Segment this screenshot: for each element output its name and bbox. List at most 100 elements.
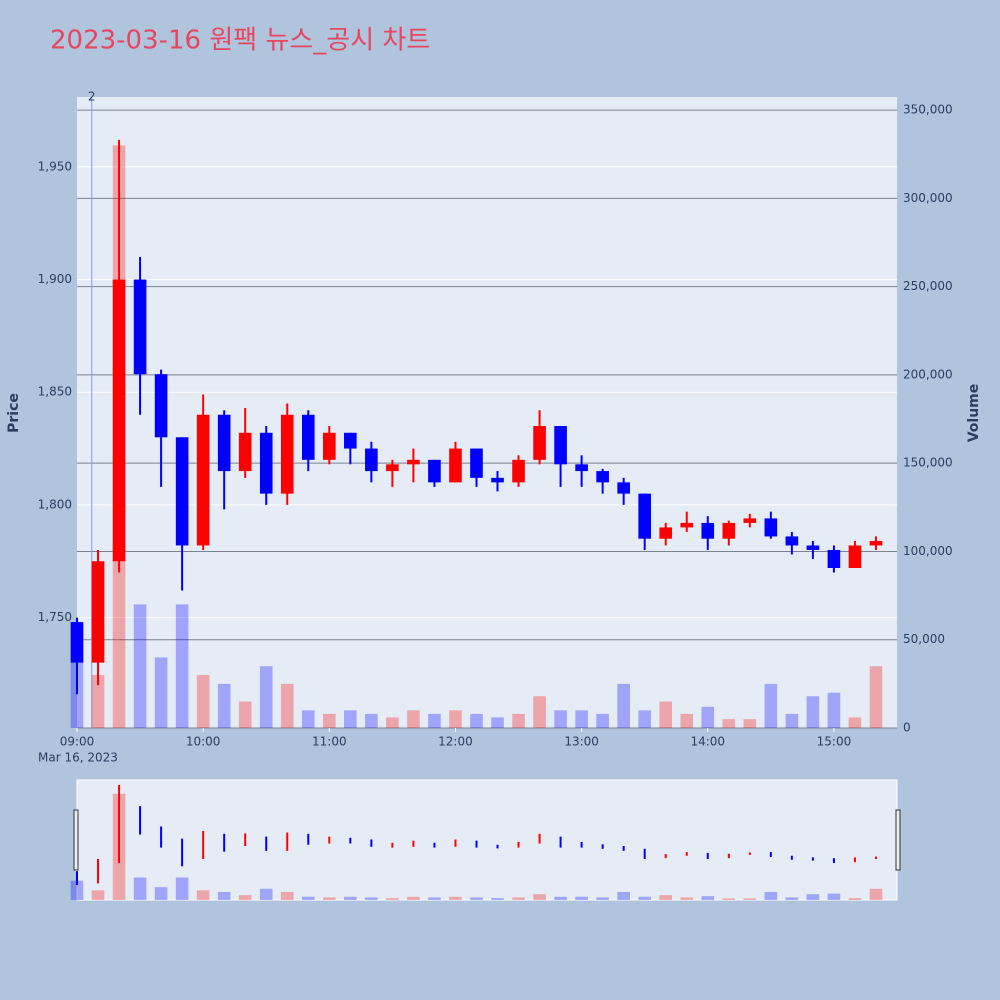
candle-body <box>848 545 862 568</box>
candle-body <box>701 522 715 539</box>
candle-body <box>175 437 189 546</box>
volume-bar <box>175 604 189 728</box>
candle-body <box>386 464 399 472</box>
x-tick-label: 10:00 <box>186 735 221 749</box>
slider-volume <box>301 896 315 900</box>
candle-body <box>344 432 357 449</box>
candle-body <box>827 549 841 568</box>
plot-area <box>77 97 897 728</box>
x-sublabel: Mar 16, 2023 <box>38 751 118 765</box>
candle-body <box>407 459 420 465</box>
x-tick-label: 13:00 <box>564 735 599 749</box>
slider-handle[interactable] <box>895 809 901 871</box>
volume-bar <box>575 710 588 728</box>
volume-bar <box>764 683 778 728</box>
range-slider[interactable] <box>76 779 898 901</box>
slider-volume <box>575 896 588 900</box>
slider-volume <box>533 894 546 900</box>
slider-volume <box>722 898 736 900</box>
candle-body <box>491 477 504 483</box>
y-tick-label: 1,750 <box>38 610 72 624</box>
volume-bar <box>365 713 378 728</box>
candle-body <box>133 279 147 375</box>
volume-bar <box>386 717 399 728</box>
annotation-text: 2 <box>88 90 96 104</box>
candle-body <box>554 426 567 465</box>
volume-bar <box>827 692 841 728</box>
candle-body <box>238 432 252 472</box>
y2-tick-label: 100,000 <box>903 544 953 558</box>
candle-body <box>617 482 630 494</box>
volume-bar <box>743 719 757 728</box>
candle-body <box>869 540 883 546</box>
volume-bar <box>133 604 147 728</box>
slider-volume <box>365 897 378 900</box>
volume-bar <box>659 701 673 728</box>
candle-body <box>217 414 231 472</box>
y2-tick-label: 300,000 <box>903 191 953 205</box>
volume-bar <box>280 683 294 728</box>
volume-bar <box>323 713 336 728</box>
slider-volume <box>259 888 273 900</box>
candle-body <box>764 518 778 537</box>
slider-volume <box>680 897 694 900</box>
y-tick-label: 1,950 <box>38 159 72 173</box>
volume-bar <box>344 710 357 728</box>
volume-bar <box>301 710 315 728</box>
y-tick-label: 1,900 <box>38 272 72 286</box>
volume-bar <box>512 713 525 728</box>
x-tick-label: 15:00 <box>817 735 852 749</box>
slider-volume <box>154 887 168 900</box>
volume-bar <box>470 713 483 728</box>
volume-bar <box>533 696 546 728</box>
candle-body <box>154 374 168 438</box>
candle-body <box>806 545 820 550</box>
candle-body <box>449 448 462 483</box>
candle-body <box>91 561 105 663</box>
slider-volume <box>133 877 147 900</box>
y2-tick-label: 0 <box>903 721 911 735</box>
volume-bar <box>407 710 420 728</box>
slider-volume <box>280 891 294 900</box>
y2-tick-label: 250,000 <box>903 279 953 293</box>
x-tick-label: 12:00 <box>438 735 473 749</box>
x-tick-label: 14:00 <box>690 735 725 749</box>
slider-volume <box>323 897 336 900</box>
candle-body <box>323 432 336 460</box>
volume-bar <box>701 706 715 728</box>
candle-body <box>259 432 273 494</box>
candle-body <box>575 464 588 472</box>
volume-bar <box>722 719 736 728</box>
volume-bar <box>238 701 252 728</box>
candle-body <box>638 493 651 539</box>
volume-bar <box>428 713 441 728</box>
candle-body <box>596 471 609 483</box>
slider-volume <box>238 895 252 900</box>
volume-bar <box>259 666 273 728</box>
slider-volume <box>449 896 462 900</box>
slider-handle[interactable] <box>73 809 79 871</box>
slider-volume <box>470 897 483 900</box>
slider-volume <box>407 896 420 900</box>
candle-body <box>785 536 799 546</box>
y2-tick-label: 200,000 <box>903 367 953 381</box>
slider-volume <box>659 895 673 900</box>
volume-bar <box>449 710 462 728</box>
volume-bar <box>848 717 862 728</box>
volume-bar <box>554 710 567 728</box>
candle-body <box>533 426 546 460</box>
candle-body <box>680 522 694 528</box>
slider-volume <box>806 894 820 900</box>
x-tick-label: 09:00 <box>60 735 95 749</box>
slider-volume <box>848 898 862 900</box>
volume-bar <box>217 683 231 728</box>
y2-axis-title: Volume <box>966 384 982 443</box>
slider-volume <box>764 891 778 900</box>
volume-bar <box>596 713 609 728</box>
slider-volume <box>869 888 883 900</box>
volume-bar <box>91 675 105 728</box>
volume-bar <box>154 657 168 728</box>
slider-volume <box>344 896 357 900</box>
